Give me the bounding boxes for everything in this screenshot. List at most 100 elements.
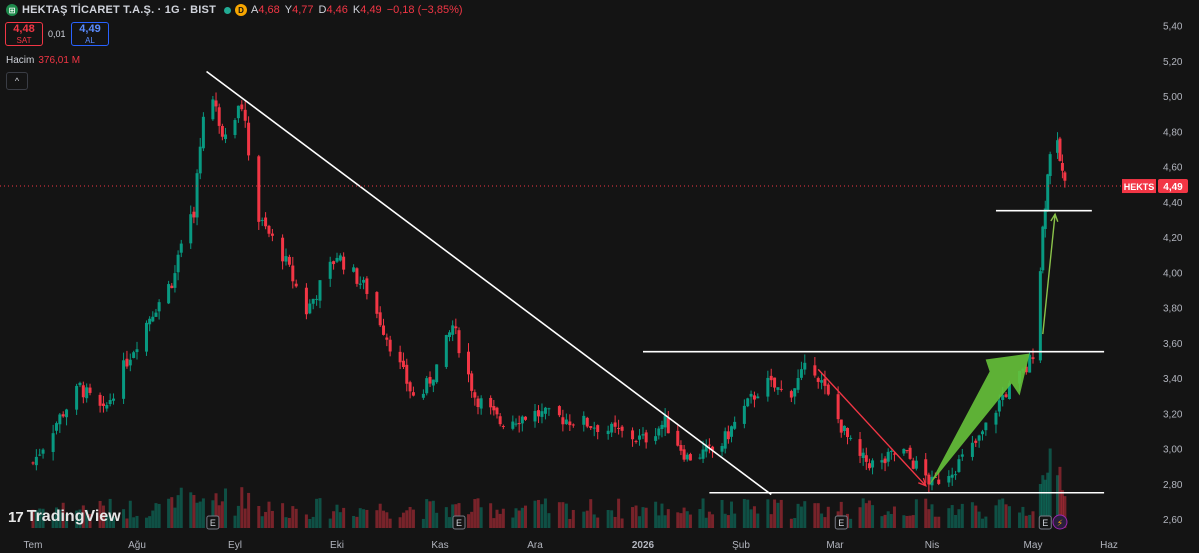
earnings-marker[interactable]: E <box>834 515 848 530</box>
volume-bar <box>451 504 455 528</box>
earnings-marker[interactable]: E <box>452 515 466 530</box>
volume-bar <box>428 501 432 528</box>
volume-bar <box>243 508 247 528</box>
price-tick-label: 4,60 <box>1163 163 1183 174</box>
volume-bar <box>236 505 240 528</box>
candle <box>78 382 82 386</box>
candle <box>820 380 824 383</box>
volume-bar <box>861 498 865 528</box>
candle <box>585 417 589 427</box>
volume-bar <box>858 507 862 528</box>
data-delayed-badge[interactable]: D <box>235 4 248 16</box>
volume-bar <box>31 509 35 528</box>
candle <box>654 436 658 441</box>
candle <box>773 377 777 388</box>
volume-bar <box>589 499 593 528</box>
candle <box>836 394 840 420</box>
candle <box>332 261 336 265</box>
volume-bar <box>173 507 177 528</box>
candle <box>362 279 366 283</box>
candle <box>355 268 359 284</box>
candle <box>666 417 670 434</box>
earnings-letter: E <box>456 518 462 528</box>
time-tick-label: Şub <box>732 540 750 551</box>
candle <box>861 452 865 459</box>
volume-bar <box>924 498 928 528</box>
volume-bar <box>34 510 38 528</box>
candle <box>264 217 268 227</box>
candle <box>924 459 928 476</box>
symbol-title[interactable]: HEKTAŞ TİCARET T.A.Ş. · 1G · BIST <box>22 4 217 16</box>
trend-line <box>206 70 772 496</box>
volume-bar <box>994 505 998 528</box>
candle <box>61 414 65 417</box>
volume-bar <box>51 516 55 528</box>
candle <box>284 256 288 262</box>
volume-bar <box>707 511 711 528</box>
earnings-marker[interactable]: E <box>1038 515 1052 530</box>
candle <box>148 318 152 325</box>
volume-bar <box>220 501 224 528</box>
volume-bar <box>132 517 136 528</box>
volume-bar <box>813 503 817 528</box>
volume-bar <box>198 501 202 528</box>
candle <box>981 431 984 435</box>
candle <box>1060 163 1064 171</box>
volume-bar <box>547 513 551 528</box>
volume-bar <box>816 503 820 528</box>
candle <box>198 146 202 174</box>
volume-bar <box>711 514 715 528</box>
candle <box>328 261 332 279</box>
candle <box>431 379 435 386</box>
tradingview-logo[interactable]: 17 TradingView <box>8 508 121 526</box>
candle <box>1058 138 1062 161</box>
arrow-line <box>817 368 927 487</box>
volume-bar <box>977 511 981 528</box>
candle <box>470 373 474 391</box>
volume-bar <box>192 495 196 528</box>
candle <box>914 460 918 469</box>
volume-bar <box>970 502 974 528</box>
candle <box>803 362 807 370</box>
volume-legend[interactable]: Hacim 376,01 M <box>6 55 80 66</box>
volume-bar <box>291 506 295 528</box>
candle <box>927 474 931 485</box>
buy-button[interactable]: 4,49 AL <box>71 22 109 46</box>
volume-bar <box>365 509 369 528</box>
dividend-marker[interactable]: ⚡ <box>1052 514 1068 530</box>
candle <box>448 332 451 338</box>
buy-price: 4,49 <box>79 23 101 35</box>
candle <box>479 398 483 409</box>
volume-bar <box>247 492 251 528</box>
volume-bar <box>769 514 773 528</box>
volume-bar <box>620 518 624 528</box>
volume-bar <box>108 498 112 528</box>
ohlc-change: −0,18 (−3,85%) <box>386 4 463 16</box>
volume-bar <box>1021 506 1025 528</box>
volume-bar <box>489 503 493 528</box>
volume-bar <box>304 514 308 528</box>
volume-bar <box>654 501 658 528</box>
volume-bar <box>85 509 89 528</box>
drawings <box>206 70 1105 496</box>
earnings-badge <box>452 515 466 530</box>
candle <box>267 225 271 234</box>
candle <box>592 427 596 429</box>
sell-label: SAT <box>16 36 32 45</box>
volume-bar <box>954 514 958 528</box>
volume-bar <box>960 503 964 528</box>
volume-bar <box>766 499 770 528</box>
earnings-marker[interactable]: E <box>206 515 220 530</box>
sell-button[interactable]: 4,48 SAT <box>5 22 43 46</box>
earnings-badge <box>206 515 220 530</box>
price-tick-label: 4,80 <box>1163 127 1183 138</box>
candle <box>195 173 199 218</box>
candle <box>779 388 783 390</box>
candle <box>308 303 312 314</box>
volume-bar <box>154 503 158 528</box>
collapse-legend-button[interactable]: ^ <box>6 72 28 90</box>
price-tick-label: 3,40 <box>1163 374 1183 385</box>
candle <box>1043 208 1047 229</box>
